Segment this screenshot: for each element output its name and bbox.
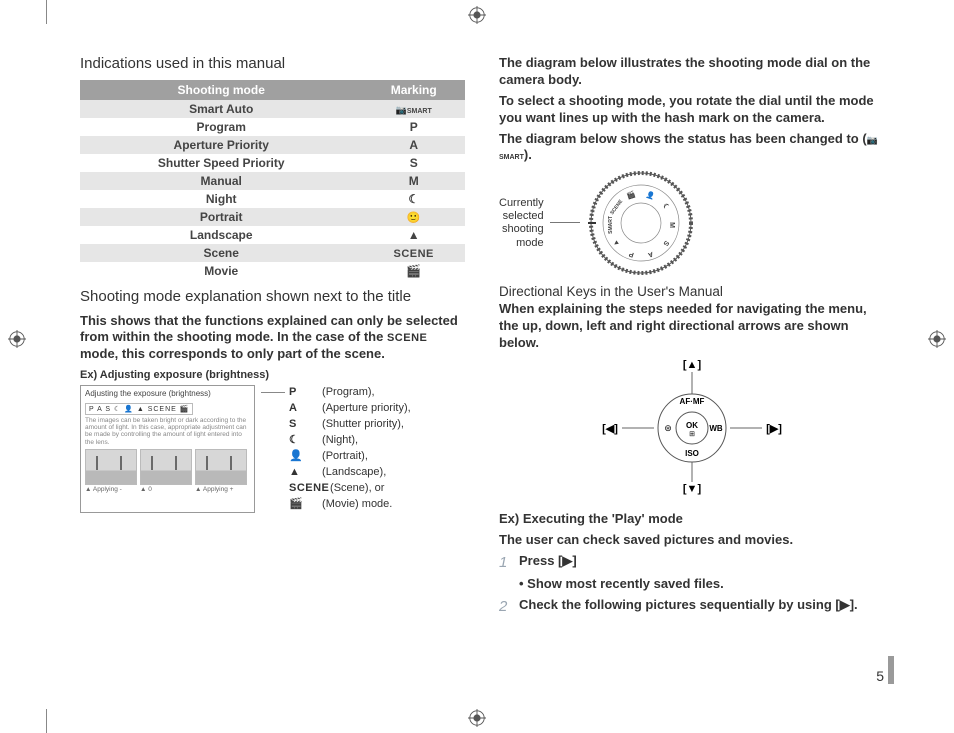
- mode-marking: 📷SMART: [362, 100, 465, 118]
- panel-icon-strip: P A S ☾ 👤 ▲ SCENE 🎬: [85, 403, 193, 415]
- legend-item: 👤 (Portrait),: [261, 449, 411, 465]
- thumb: ▲ Applying -: [85, 449, 137, 493]
- mode-legend: P (Program),A (Aperture priority),S (Shu…: [261, 385, 411, 513]
- registration-mark: [468, 709, 486, 727]
- legend-item: S (Shutter priority),: [261, 417, 411, 433]
- table-row: Smart Auto📷SMART: [80, 100, 465, 118]
- table-row: SceneSCENE: [80, 244, 465, 262]
- mode-name: Smart Auto: [80, 100, 362, 118]
- body-text: The diagram below shows the status has b…: [499, 131, 884, 165]
- legend-item: 🎬 (Movie) mode.: [261, 497, 411, 513]
- mode-marking: M: [362, 172, 465, 190]
- body-text: This shows that the functions explained …: [80, 313, 465, 364]
- svg-text:[▼]: [▼]: [682, 483, 701, 495]
- panel-title: Adjusting the exposure (brightness): [85, 389, 250, 398]
- svg-text:AF·MF: AF·MF: [679, 397, 704, 406]
- directional-pad-diagram: [▲] [▼] [◀] [▶] AF·MF WB ISO ⊛ OK ⊞: [592, 358, 792, 503]
- table-row: Landscape▲: [80, 226, 465, 244]
- step-item: 1Press [▶]: [499, 553, 884, 573]
- panel-note: The images can be taken bright or dark a…: [85, 417, 250, 446]
- mode-name: Night: [80, 190, 362, 208]
- steps-list: 1Press [▶] • Show most recently saved fil…: [499, 553, 884, 617]
- legend-item: ▲ (Landscape),: [261, 465, 411, 481]
- leader-line: [550, 222, 580, 223]
- mode-name: Shutter Speed Priority: [80, 154, 362, 172]
- table-row: Shutter Speed PriorityS: [80, 154, 465, 172]
- svg-text:SMART: SMART: [608, 216, 614, 234]
- mode-marking: ▲: [362, 226, 465, 244]
- mode-marking: ☾: [362, 190, 465, 208]
- step-item: 2Check the following pictures sequential…: [499, 597, 884, 617]
- crop-mark: [46, 709, 47, 733]
- example-panel: Adjusting the exposure (brightness) P A …: [80, 385, 255, 513]
- svg-text:M: M: [668, 222, 675, 228]
- mode-marking: 🎬: [362, 262, 465, 280]
- arrow-up-label: [▲]: [682, 359, 701, 371]
- table-header: Marking: [362, 80, 465, 100]
- registration-mark: [8, 330, 26, 348]
- mode-name: Scene: [80, 244, 362, 262]
- mode-name: Program: [80, 118, 362, 136]
- legend-item: ☾ (Night),: [261, 433, 411, 449]
- legend-item: P (Program),: [261, 385, 411, 401]
- step-item: • Show most recently saved files.: [499, 576, 884, 593]
- table-header: Shooting mode: [80, 80, 362, 100]
- mode-marking: A: [362, 136, 465, 154]
- example-heading: Ex) Executing the 'Play' mode: [499, 511, 884, 528]
- svg-text:[◀]: [◀]: [602, 423, 618, 435]
- mode-marking: P: [362, 118, 465, 136]
- registration-mark: [468, 6, 486, 24]
- mode-dial-diagram: Currentlyselectedshootingmode SMARTSCENE…: [499, 168, 884, 278]
- mode-name: Aperture Priority: [80, 136, 362, 154]
- example-title: Ex) Adjusting exposure (brightness): [80, 369, 465, 381]
- svg-text:ISO: ISO: [685, 449, 699, 458]
- mode-marking: SCENE: [362, 244, 465, 262]
- thumb: ▲ Applying +: [195, 449, 247, 493]
- table-row: Movie🎬: [80, 262, 465, 280]
- table-row: Aperture PriorityA: [80, 136, 465, 154]
- body-text: The user can check saved pictures and mo…: [499, 532, 884, 549]
- table-row: ProgramP: [80, 118, 465, 136]
- right-column: The diagram below illustrates the shooti…: [499, 55, 884, 678]
- svg-text:OK: OK: [686, 421, 698, 430]
- dial-label: Currentlyselectedshootingmode: [499, 197, 544, 250]
- thumb: ▲ 0: [140, 449, 192, 493]
- body-text: To select a shooting mode, you rotate th…: [499, 93, 884, 127]
- mode-marking: S: [362, 154, 465, 172]
- shooting-mode-table: Shooting mode Marking Smart Auto📷SMARTPr…: [80, 80, 465, 280]
- mode-dial: SMARTSCENE🎬👤☾MSAP▲: [586, 168, 696, 278]
- body-text: The diagram below illustrates the shooti…: [499, 55, 884, 89]
- mode-name: Manual: [80, 172, 362, 190]
- page-number: 5: [876, 668, 884, 684]
- page-tab: [888, 656, 894, 684]
- subsection-heading: Directional Keys in the User's Manual: [499, 284, 884, 299]
- table-row: ManualM: [80, 172, 465, 190]
- table-row: Portrait🙂: [80, 208, 465, 226]
- svg-text:⊛: ⊛: [664, 423, 672, 433]
- section-heading: Shooting mode explanation shown next to …: [80, 288, 465, 307]
- legend-item: SCENE (Scene), or: [261, 481, 411, 497]
- body-text: When explaining the steps needed for nav…: [499, 301, 884, 352]
- svg-text:WB: WB: [709, 424, 723, 433]
- mode-marking: 🙂: [362, 208, 465, 226]
- legend-item: A (Aperture priority),: [261, 401, 411, 417]
- registration-mark: [928, 330, 946, 348]
- svg-text:[▶]: [▶]: [766, 423, 782, 435]
- left-column: Indications used in this manual Shooting…: [80, 55, 465, 678]
- crop-mark: [46, 0, 47, 24]
- table-row: Night☾: [80, 190, 465, 208]
- svg-text:⊞: ⊞: [689, 431, 695, 438]
- mode-name: Movie: [80, 262, 362, 280]
- mode-name: Portrait: [80, 208, 362, 226]
- mode-name: Landscape: [80, 226, 362, 244]
- section-heading: Indications used in this manual: [80, 55, 465, 74]
- example-box: Adjusting the exposure (brightness) P A …: [80, 385, 465, 513]
